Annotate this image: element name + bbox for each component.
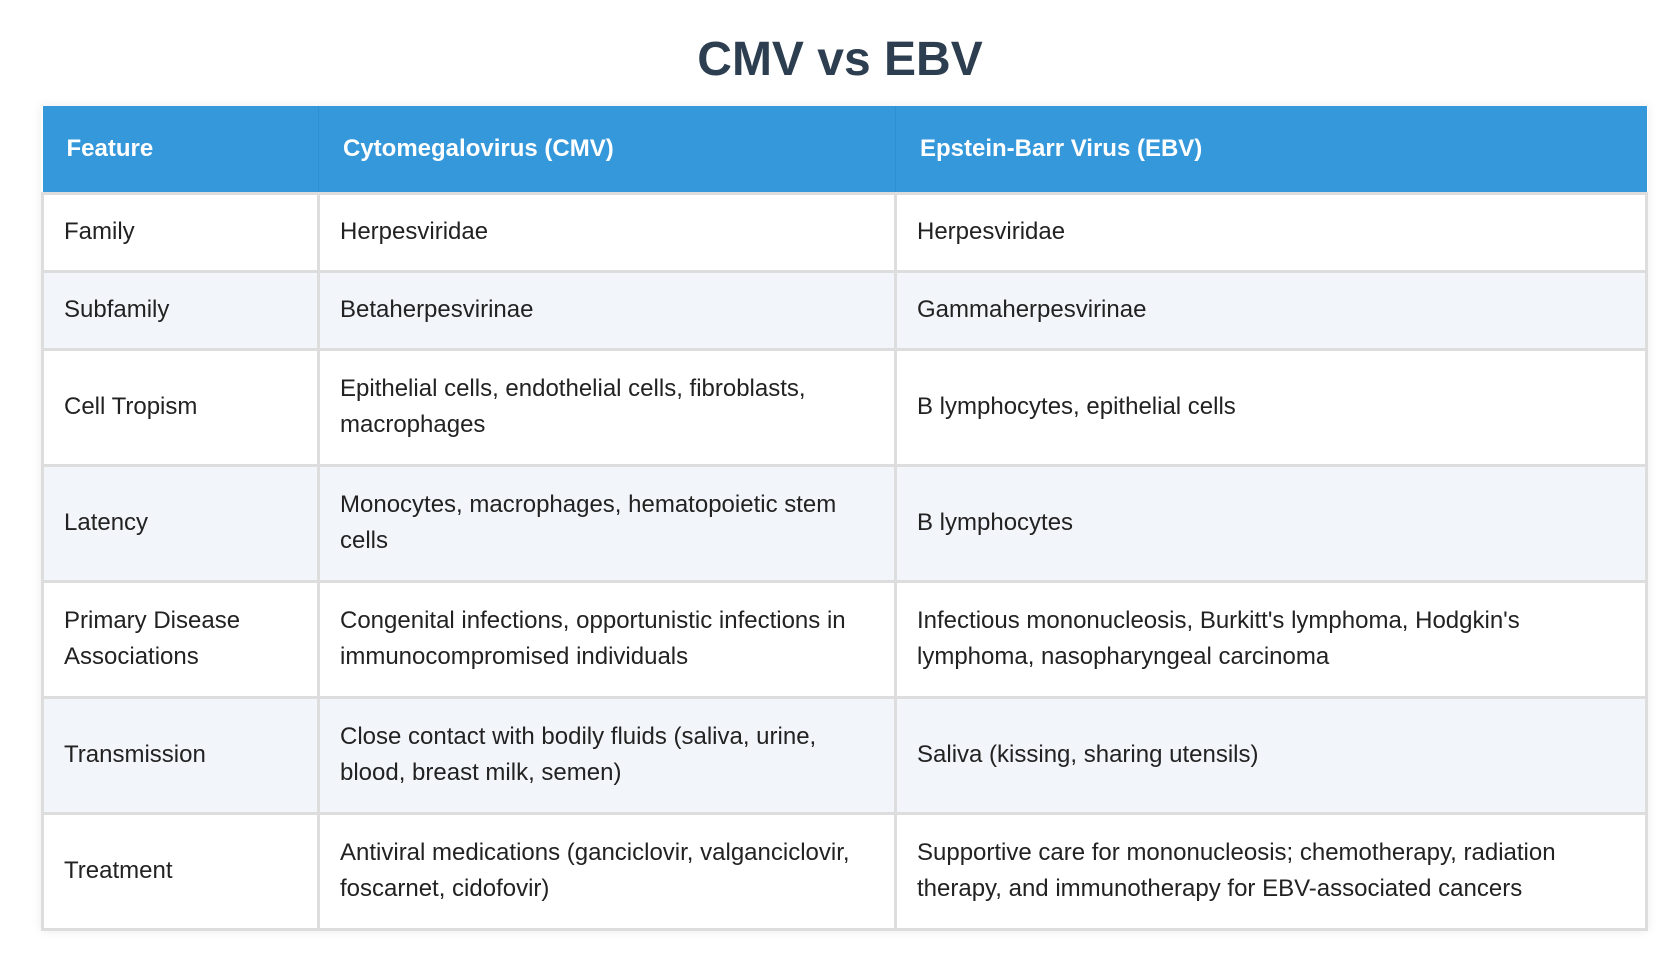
header-ebv: Epstein-Barr Virus (EBV) — [895, 106, 1647, 193]
table-row: Treatment Antiviral medications (gancicl… — [41, 811, 1648, 931]
feature-cell: Primary Disease Associations — [41, 579, 320, 699]
cmv-cell: Betaherpesvirinae — [317, 269, 897, 351]
header-feature: Feature — [42, 106, 319, 193]
ebv-cell: Infectious mononucleosis, Burkitt's lymp… — [894, 579, 1648, 699]
ebv-cell: Saliva (kissing, sharing utensils) — [894, 695, 1648, 815]
header-cmv: Cytomegalovirus (CMV) — [318, 106, 896, 193]
cmv-cell: Antiviral medications (ganciclovir, valg… — [317, 811, 897, 931]
table-row: Primary Disease Associations Congenital … — [41, 579, 1648, 699]
feature-cell: Latency — [41, 463, 320, 583]
ebv-cell: Gammaherpesvirinae — [894, 269, 1648, 351]
ebv-cell: B lymphocytes, epithelial cells — [894, 347, 1648, 467]
feature-cell: Transmission — [41, 695, 320, 815]
ebv-cell: Supportive care for mononucleosis; chemo… — [894, 811, 1648, 931]
table-row: Latency Monocytes, macrophages, hematopo… — [41, 463, 1648, 583]
cmv-cell: Close contact with bodily fluids (saliva… — [317, 695, 897, 815]
feature-cell: Cell Tropism — [41, 347, 320, 467]
table-row: Family Herpesviridae Herpesviridae — [41, 191, 1648, 273]
ebv-cell: Herpesviridae — [894, 191, 1648, 273]
table-header-row: Feature Cytomegalovirus (CMV) Epstein-Ba… — [42, 106, 1647, 193]
cmv-cell: Herpesviridae — [317, 191, 897, 273]
ebv-cell: B lymphocytes — [894, 463, 1648, 583]
cmv-cell: Congenital infections, opportunistic inf… — [317, 579, 897, 699]
feature-cell: Subfamily — [41, 269, 320, 351]
page-title: CMV vs EBV — [697, 33, 983, 86]
table-row: Cell Tropism Epithelial cells, endotheli… — [41, 347, 1648, 467]
feature-cell: Family — [41, 191, 320, 273]
comparison-table: Feature Cytomegalovirus (CMV) Epstein-Ba… — [41, 106, 1648, 931]
cmv-cell: Monocytes, macrophages, hematopoietic st… — [317, 463, 897, 583]
table-row: Transmission Close contact with bodily f… — [41, 695, 1648, 815]
table-row: Subfamily Betaherpesvirinae Gammaherpesv… — [41, 269, 1648, 351]
cmv-cell: Epithelial cells, endothelial cells, fib… — [317, 347, 897, 467]
feature-cell: Treatment — [41, 811, 320, 931]
